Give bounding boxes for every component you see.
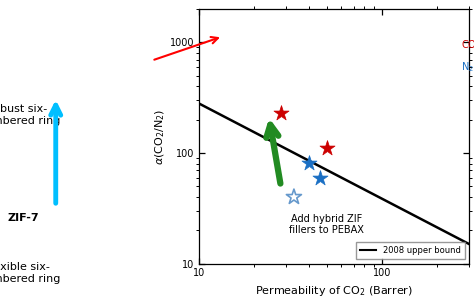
Point bbox=[323, 146, 331, 151]
Point bbox=[290, 195, 298, 199]
Text: ZIF-7: ZIF-7 bbox=[7, 213, 39, 223]
X-axis label: Permeability of CO$_2$ (Barrer): Permeability of CO$_2$ (Barrer) bbox=[255, 284, 413, 298]
Y-axis label: $\alpha$(CO$_2$/N$_2$): $\alpha$(CO$_2$/N$_2$) bbox=[154, 108, 167, 165]
Text: Robust six-
membered ring: Robust six- membered ring bbox=[0, 104, 60, 126]
Point bbox=[277, 111, 285, 115]
Text: Flexible six-
membered ring: Flexible six- membered ring bbox=[0, 262, 60, 284]
Text: Add hybrid ZIF
fillers to PEBAX: Add hybrid ZIF fillers to PEBAX bbox=[290, 214, 365, 235]
Text: CO$_2$: CO$_2$ bbox=[461, 38, 474, 52]
Point bbox=[317, 175, 324, 180]
Point bbox=[305, 160, 313, 165]
Legend: 2008 upper bound: 2008 upper bound bbox=[356, 242, 465, 259]
Text: N$_2$: N$_2$ bbox=[461, 60, 474, 74]
